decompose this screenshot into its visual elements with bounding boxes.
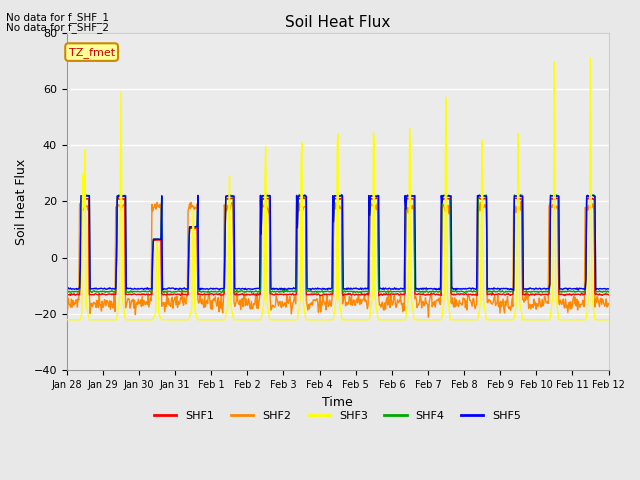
SHF5 [449,286,456,291]
SHF5 [237,286,244,292]
SHF1 [474,194,482,200]
Line: SHF1: SHF1 [67,197,640,296]
SHF1 [416,292,424,298]
Y-axis label: Soil Heat Flux: Soil Heat Flux [15,158,28,245]
SHF3 [287,317,295,323]
SHF1 [237,291,244,297]
SHF2 [63,300,70,306]
SHF3 [623,40,630,46]
SHF5 [338,192,346,198]
SHF2 [415,300,423,305]
SHF5 [131,286,138,291]
Line: SHF2: SHF2 [67,200,640,317]
SHF2 [447,197,454,203]
SHF1 [253,293,260,299]
Title: Soil Heat Flux: Soil Heat Flux [285,15,390,30]
Text: No data for f_SHF_1: No data for f_SHF_1 [6,12,109,23]
SHF5 [63,286,70,291]
SHF3 [415,317,423,323]
SHF2 [266,208,273,214]
SHF5 [287,286,295,291]
SHF1 [449,291,456,297]
SHF5 [416,286,424,292]
SHF4 [237,288,244,294]
SHF2 [424,314,432,320]
SHF2 [237,307,244,312]
SHF4 [131,288,138,294]
X-axis label: Time: Time [323,396,353,408]
Line: SHF3: SHF3 [67,43,640,320]
SHF2 [131,297,138,303]
SHF1 [288,291,296,297]
SHF1 [131,291,138,297]
Line: SHF5: SHF5 [67,195,640,290]
SHF4 [266,192,273,198]
SHF4 [449,289,456,295]
SHF1 [266,291,274,297]
SHF2 [287,311,295,317]
SHF4 [287,288,295,294]
Text: TZ_fmet: TZ_fmet [68,47,115,58]
SHF2 [449,303,457,309]
SHF5 [509,288,517,293]
SHF3 [237,317,244,323]
SHF3 [63,317,70,323]
SHF4 [63,288,70,294]
SHF4 [628,290,636,296]
SHF3 [131,317,138,323]
Line: SHF4: SHF4 [67,195,640,293]
SHF5 [266,193,273,199]
Text: No data for f_SHF_2: No data for f_SHF_2 [6,22,109,33]
SHF1 [63,291,70,297]
SHF3 [266,315,273,321]
SHF3 [448,317,456,323]
SHF4 [416,289,424,295]
Legend: SHF1, SHF2, SHF3, SHF4, SHF5: SHF1, SHF2, SHF3, SHF4, SHF5 [150,407,525,426]
SHF4 [406,192,413,198]
